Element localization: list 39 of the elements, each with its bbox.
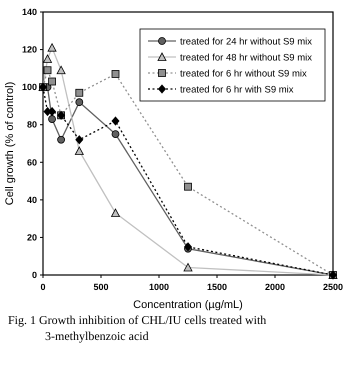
point [111,208,120,217]
x-tick-label: 0 [40,282,46,292]
point [44,66,52,74]
point [75,98,84,106]
point [112,70,120,78]
point [48,78,56,86]
point [75,135,84,144]
x-tick-label: 500 [93,282,109,292]
y-tick-label: 20 [26,232,37,242]
point [184,242,192,252]
point [57,136,65,144]
x-tick-label: 2000 [264,282,286,292]
y-tick-label: 100 [22,82,37,92]
x-tick-label: 2500 [322,282,344,292]
caption: Fig. 1 Growth inhibition of CHL/IU cells treated with 3-methylbenzoic acid [8,313,266,343]
point [184,263,192,272]
x-tick-label: 1500 [206,282,228,292]
legend-label: treated for 48 hr without S9 mix [180,52,312,64]
point [48,115,56,123]
point [75,88,84,97]
point [112,130,120,138]
point [43,54,52,63]
y-tick-label: 60 [26,157,37,168]
point [184,182,192,191]
y-tick-label: 140 [22,7,37,17]
legend-label: treated for 6 hr without S9 mix [180,68,307,80]
point [48,43,56,52]
point [112,116,120,126]
y-tick-label: 0 [32,270,37,280]
legend-label: treated for 6 hr with S9 mix [180,84,294,96]
y-axis-title: Cell growth (% of control) [4,82,16,206]
point [74,146,84,155]
x-tick-label: 1000 [148,282,170,292]
y-tick-label: 40 [26,194,37,205]
y-tick-label: 80 [26,120,37,130]
x-axis-title: Concentration (µg/mL) [133,299,243,311]
y-tick-label: 120 [22,44,37,55]
point [56,66,66,74]
legend-label: treated for 24 hr without S9 mix [180,36,312,48]
